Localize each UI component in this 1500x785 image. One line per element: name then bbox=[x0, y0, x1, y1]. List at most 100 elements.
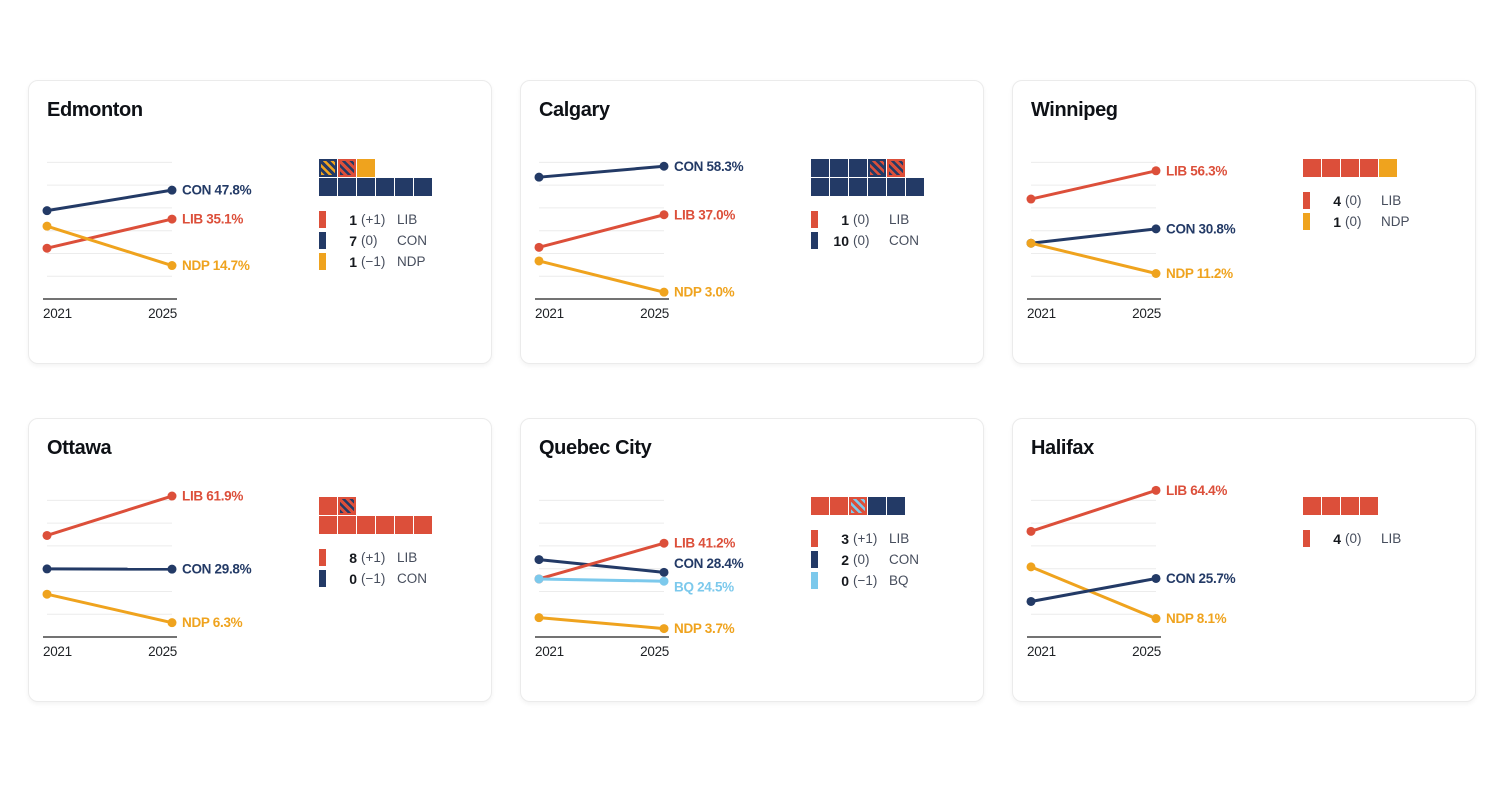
legend-row: 1 (−1) NDP bbox=[319, 252, 484, 271]
data-point bbox=[1026, 596, 1036, 606]
series-line bbox=[1030, 241, 1157, 275]
data-point bbox=[534, 555, 544, 565]
series-label: LIB 37.0% bbox=[674, 207, 735, 222]
data-point bbox=[167, 214, 177, 224]
legend-row: 4 (0) LIB bbox=[1303, 529, 1468, 548]
series-line bbox=[1030, 488, 1157, 533]
data-point bbox=[659, 624, 669, 634]
series-label: LIB 61.9% bbox=[182, 489, 243, 504]
seat-row bbox=[811, 178, 976, 196]
seat-row bbox=[319, 178, 484, 196]
data-point bbox=[534, 242, 544, 252]
series-label: LIB 56.3% bbox=[1166, 163, 1227, 178]
seat-count: 0 bbox=[841, 572, 849, 589]
series-label: LIB 41.2% bbox=[674, 536, 735, 551]
seat-cell bbox=[357, 159, 375, 177]
data-point bbox=[659, 538, 669, 548]
seat-cell bbox=[1379, 159, 1397, 177]
seat-cell bbox=[338, 516, 356, 534]
seat-change: (+1) bbox=[361, 212, 386, 227]
seat-cell bbox=[887, 178, 905, 196]
series-line bbox=[538, 577, 665, 583]
data-point bbox=[1151, 224, 1161, 234]
seat-row bbox=[1303, 159, 1468, 177]
seat-cell bbox=[830, 159, 848, 177]
seat-row bbox=[811, 159, 976, 177]
slope-chart: 2021 2025 LIB 64.4% NDP 8.1% CON 25.7% bbox=[1026, 483, 1236, 659]
data-point bbox=[659, 567, 669, 577]
party-label: CON bbox=[397, 571, 427, 586]
card-title: Calgary bbox=[539, 99, 610, 121]
seat-count: 1 bbox=[349, 211, 357, 228]
card-title: Halifax bbox=[1031, 437, 1094, 459]
legend-swatch bbox=[811, 551, 818, 568]
data-point bbox=[1151, 485, 1161, 495]
axis-tick-label: 2025 bbox=[1132, 306, 1161, 321]
series-label: NDP 3.7% bbox=[674, 621, 735, 636]
data-point bbox=[659, 161, 669, 171]
series-line bbox=[1030, 227, 1157, 245]
seat-cell bbox=[376, 178, 394, 196]
legend-swatch bbox=[319, 253, 326, 270]
legend-swatch bbox=[1303, 530, 1310, 547]
seat-legend: 4 (0) LIB 1 (0) NDP bbox=[1303, 191, 1468, 231]
data-point bbox=[534, 172, 544, 182]
data-point bbox=[534, 574, 544, 584]
legend-swatch bbox=[811, 530, 818, 547]
series-line bbox=[538, 558, 665, 574]
data-point bbox=[42, 530, 52, 540]
seats-block: 3 (+1) LIB 2 (0) CON 0 (−1) BQ bbox=[811, 497, 976, 590]
legend-row: 10 (0) CON bbox=[811, 231, 976, 250]
seat-cell-flipped bbox=[338, 159, 356, 177]
data-point bbox=[1151, 166, 1161, 176]
seat-cell bbox=[338, 178, 356, 196]
seat-change: (−1) bbox=[853, 573, 878, 588]
legend-row: 7 (0) CON bbox=[319, 231, 484, 250]
seat-cell bbox=[1322, 159, 1340, 177]
data-point bbox=[167, 618, 177, 628]
legend-swatch bbox=[1303, 192, 1310, 209]
series-label: NDP 3.0% bbox=[674, 285, 735, 300]
seat-cell bbox=[319, 178, 337, 196]
axis-tick-label: 2025 bbox=[1132, 644, 1161, 659]
seat-count: 4 bbox=[1333, 530, 1341, 547]
party-label: NDP bbox=[1381, 214, 1410, 229]
party-label: NDP bbox=[397, 254, 426, 269]
seat-change: (0) bbox=[1345, 531, 1362, 546]
seat-grid bbox=[811, 497, 976, 515]
series-line bbox=[46, 188, 173, 213]
seat-row bbox=[811, 497, 976, 515]
seat-cell bbox=[1341, 159, 1359, 177]
legend-row: 0 (−1) BQ bbox=[811, 571, 976, 590]
legend-swatch bbox=[811, 232, 818, 249]
seat-legend: 3 (+1) LIB 2 (0) CON 0 (−1) BQ bbox=[811, 529, 976, 590]
city-card: Ottawa 2021 2025 LIB 61.9% CON 29.8% NDP 6.3… bbox=[28, 418, 492, 702]
legend-row: 1 (0) NDP bbox=[1303, 212, 1468, 231]
seat-count: 3 bbox=[841, 530, 849, 547]
data-point bbox=[1026, 526, 1036, 536]
data-point bbox=[42, 564, 52, 574]
party-label: CON bbox=[889, 552, 919, 567]
series-line bbox=[1030, 169, 1157, 201]
seat-cell bbox=[887, 497, 905, 515]
series-label: CON 58.3% bbox=[674, 159, 744, 174]
party-label: BQ bbox=[889, 573, 909, 588]
seats-block: 8 (+1) LIB 0 (−1) CON bbox=[319, 497, 484, 588]
seat-count: 7 bbox=[349, 232, 357, 249]
slope-chart: 2021 2025 LIB 56.3% CON 30.8% NDP 11.2% bbox=[1026, 161, 1236, 321]
data-point bbox=[167, 491, 177, 501]
legend-swatch bbox=[319, 211, 326, 228]
series-label: LIB 64.4% bbox=[1166, 483, 1227, 498]
axis-tick-label: 2021 bbox=[1027, 644, 1056, 659]
seat-cell bbox=[1360, 497, 1378, 515]
seat-change: (+1) bbox=[361, 550, 386, 565]
seat-grid bbox=[811, 159, 976, 196]
seat-grid bbox=[1303, 497, 1468, 515]
city-card: Quebec City 2021 2025 NDP 3.7% CON 28.4% LIB… bbox=[520, 418, 984, 702]
seat-cell bbox=[376, 516, 394, 534]
seat-count: 1 bbox=[841, 211, 849, 228]
legend-swatch bbox=[319, 549, 326, 566]
series-label: NDP 14.7% bbox=[182, 258, 250, 273]
seat-cell bbox=[811, 497, 829, 515]
seat-legend: 4 (0) LIB bbox=[1303, 529, 1468, 548]
